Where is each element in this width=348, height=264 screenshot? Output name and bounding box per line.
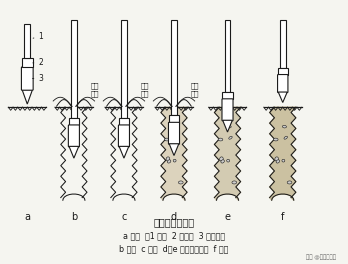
Ellipse shape (227, 159, 230, 162)
Bar (222, 92, 233, 99)
Polygon shape (223, 120, 232, 132)
Text: b 下沉  c 填料  d、e 边填料边振冲  f 完毕: b 下沉 c 填料 d、e 边填料边振冲 f 完毕 (119, 244, 229, 253)
Ellipse shape (218, 138, 223, 141)
FancyBboxPatch shape (168, 122, 180, 144)
Text: f: f (281, 212, 284, 222)
Polygon shape (69, 146, 79, 158)
Ellipse shape (175, 136, 179, 139)
FancyBboxPatch shape (68, 125, 79, 147)
FancyBboxPatch shape (278, 74, 288, 93)
Polygon shape (270, 107, 296, 200)
Bar (171, 20, 177, 115)
Bar (22, 58, 33, 68)
Bar (225, 20, 230, 92)
Polygon shape (119, 146, 129, 158)
Text: a 定位  （1 吊管  2 活接头  3 振冲器）: a 定位 （1 吊管 2 活接头 3 振冲器） (123, 231, 225, 240)
Ellipse shape (287, 181, 292, 184)
Bar (280, 20, 285, 68)
Text: e: e (224, 212, 230, 222)
Bar (121, 20, 127, 118)
Ellipse shape (221, 160, 224, 163)
Ellipse shape (167, 160, 171, 163)
Bar (24, 24, 30, 58)
Bar (169, 115, 179, 123)
Text: 头条 @工程小达人: 头条 @工程小达人 (306, 254, 336, 260)
Polygon shape (278, 92, 287, 102)
Ellipse shape (232, 181, 237, 184)
Ellipse shape (174, 125, 178, 128)
Text: 1: 1 (38, 32, 43, 41)
Polygon shape (22, 90, 32, 104)
Text: b: b (71, 212, 77, 222)
Ellipse shape (165, 138, 169, 141)
Bar (278, 68, 287, 75)
Ellipse shape (274, 138, 278, 141)
Ellipse shape (227, 125, 231, 128)
Polygon shape (169, 144, 179, 155)
FancyBboxPatch shape (118, 125, 129, 147)
Ellipse shape (284, 136, 287, 139)
Ellipse shape (220, 157, 223, 161)
Ellipse shape (179, 181, 183, 184)
Ellipse shape (282, 159, 285, 162)
Text: d: d (171, 212, 177, 222)
Ellipse shape (282, 125, 286, 128)
Ellipse shape (173, 159, 176, 162)
Text: 3: 3 (38, 74, 43, 83)
Text: c: c (121, 212, 127, 222)
Ellipse shape (166, 157, 170, 161)
Text: 泥水
泛出: 泥水 泛出 (91, 82, 99, 97)
Text: 泥水
泛出: 泥水 泛出 (141, 82, 149, 97)
FancyBboxPatch shape (22, 67, 33, 90)
Text: 泥水
泛出: 泥水 泛出 (191, 82, 199, 97)
Text: a: a (24, 212, 30, 222)
Text: 振冲法施工过程: 振冲法施工过程 (153, 217, 195, 227)
Ellipse shape (276, 160, 279, 163)
Ellipse shape (229, 136, 232, 139)
Polygon shape (214, 107, 240, 200)
Text: 2: 2 (38, 58, 43, 67)
Polygon shape (161, 107, 187, 200)
Ellipse shape (275, 157, 278, 161)
Bar (69, 118, 79, 125)
Bar (71, 20, 77, 118)
FancyBboxPatch shape (222, 99, 233, 121)
Bar (119, 118, 129, 125)
